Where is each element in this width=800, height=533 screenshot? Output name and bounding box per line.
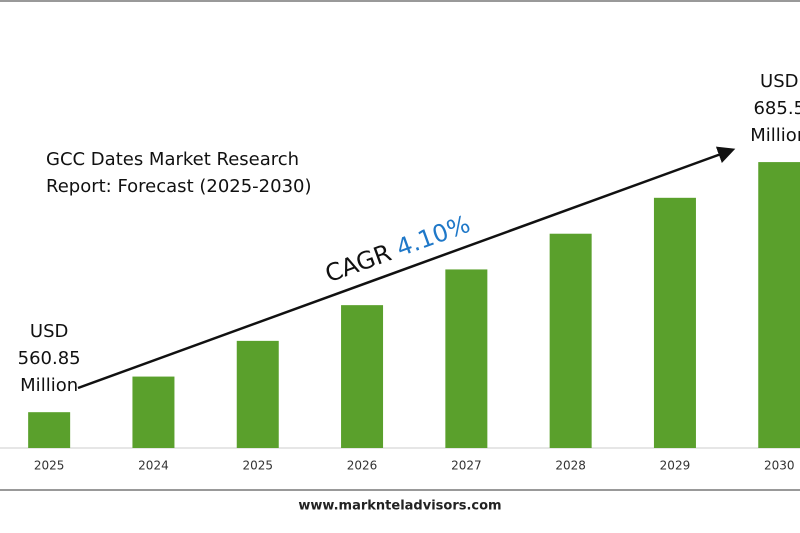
bar xyxy=(341,305,384,448)
bar xyxy=(28,412,71,448)
x-tick-label: 2025 xyxy=(242,459,273,473)
value-label-line: Million xyxy=(20,375,78,396)
x-tick-label: 2026 xyxy=(347,459,378,473)
bar xyxy=(445,269,488,448)
x-tick-label: 2025 xyxy=(34,459,65,473)
value-label-line: USD xyxy=(760,71,798,92)
footer: www.marknteladvisors.com xyxy=(298,499,501,514)
bar xyxy=(758,162,800,449)
x-tick-label: 2027 xyxy=(451,459,482,473)
title-line: Report: Forecast (2025-2030) xyxy=(46,176,312,197)
value-label-line: USD xyxy=(30,321,68,342)
value-label-line: 560.85 xyxy=(18,348,81,369)
chart-title: GCC Dates Market Research Report: Forecas… xyxy=(46,149,312,197)
bar xyxy=(132,376,175,448)
x-tick-label: 2029 xyxy=(660,459,691,473)
value-label: USD 685.5 Million xyxy=(750,71,800,146)
x-tick-label: 2028 xyxy=(555,459,586,473)
x-tick-label: 2024 xyxy=(138,459,169,473)
bar xyxy=(653,197,696,448)
value-label: USD 560.85 Million xyxy=(18,321,81,396)
bar xyxy=(549,233,592,448)
title-line: GCC Dates Market Research xyxy=(46,149,299,170)
trend-arrow xyxy=(77,146,736,390)
bar xyxy=(236,340,279,448)
value-label-line: 685.5 xyxy=(753,98,800,119)
x-tick-label: 2030 xyxy=(764,459,795,473)
value-label-line: Million xyxy=(750,125,800,146)
